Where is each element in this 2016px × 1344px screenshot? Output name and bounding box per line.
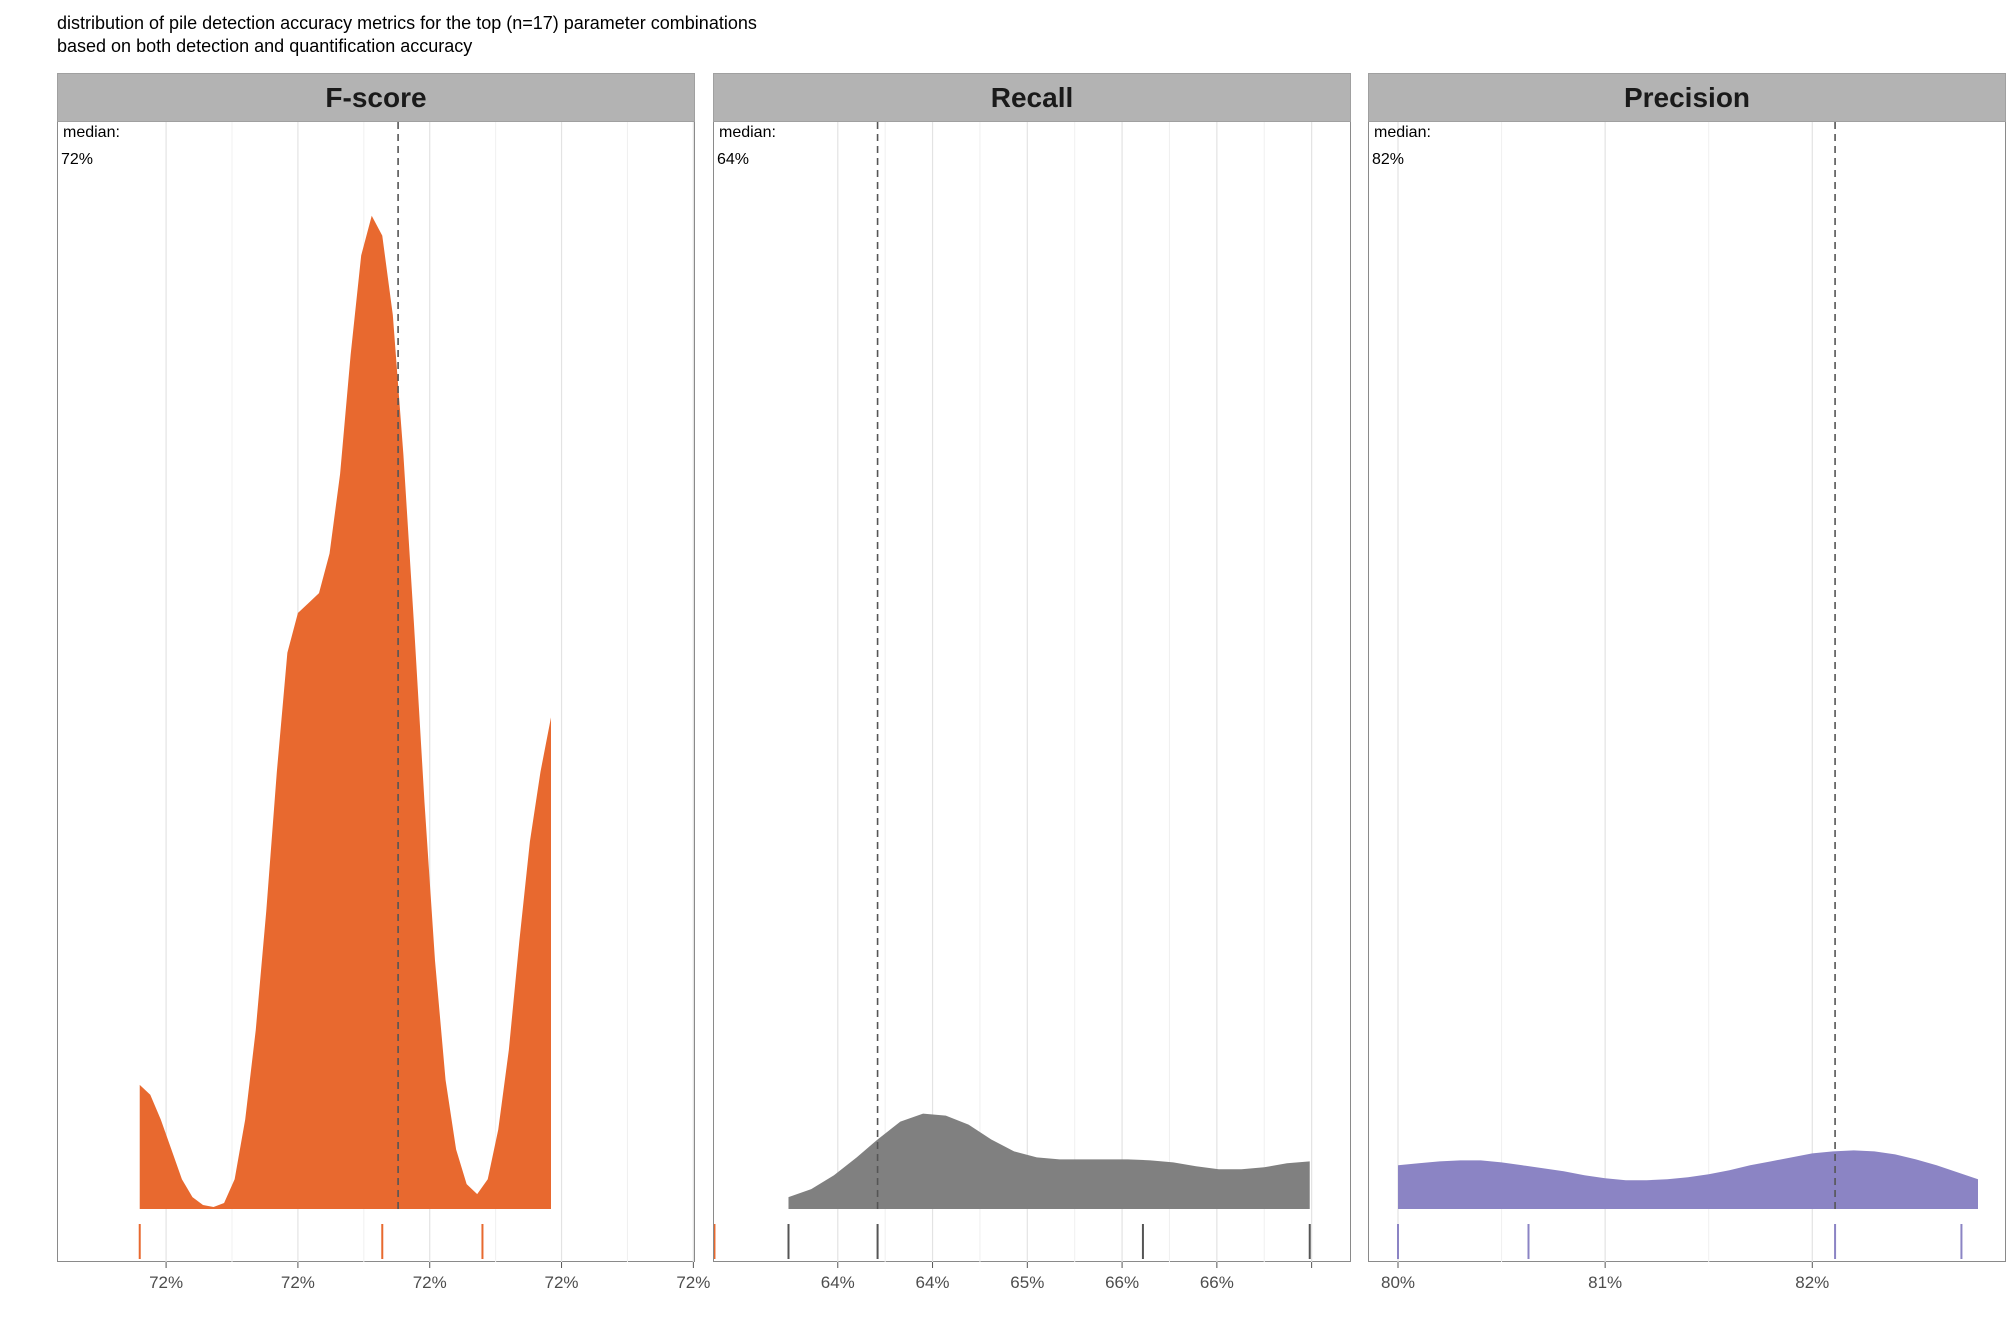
x-tick-label: 81%	[1588, 1273, 1622, 1292]
median-annotation-label: median:	[719, 124, 776, 141]
x-tick-label: 65%	[1010, 1273, 1044, 1292]
facet-strip: F-score	[57, 73, 695, 122]
x-tick-label: 72%	[149, 1273, 183, 1292]
x-tick-label: 66%	[1105, 1273, 1139, 1292]
facet-panel-precision: Precision 80% 81% 82% median: 82%	[1368, 73, 2008, 1292]
plot-area: 72% 72% 72% 72% 72% median: 72%	[57, 122, 716, 1292]
median-annotation-value: 82%	[1372, 151, 1405, 168]
x-tick-label: 82%	[1795, 1273, 1829, 1292]
x-tick-label: 80%	[1381, 1273, 1415, 1292]
x-tick-label: 72%	[676, 1273, 710, 1292]
facet-strip: Precision	[1368, 73, 2006, 122]
plot-area: 80% 81% 82% median: 82%	[1368, 122, 2006, 1292]
median-annotation-label: median:	[1374, 124, 1431, 141]
x-tick-label: 64%	[821, 1273, 855, 1292]
density-area	[1398, 1150, 1978, 1209]
facet-panel-recall: Recall 64% 64% 65% 66% 66% median: 64%	[713, 73, 1353, 1292]
chart-title-line2: based on both detection and quantificati…	[57, 36, 473, 56]
facet-title: Recall	[990, 81, 1074, 113]
x-tick-label: 64%	[916, 1273, 950, 1292]
density-plot: 64% 64% 65% 66% 66%	[787, 122, 1313, 1292]
facet-title: F-score	[325, 81, 427, 113]
median-annotation-label: median:	[63, 124, 120, 141]
median-annotation-value: 72%	[61, 151, 94, 168]
x-tick-label: 66%	[1200, 1273, 1234, 1292]
chart-title-line1: distribution of pile detection accuracy …	[57, 13, 757, 33]
density-area	[788, 1113, 1310, 1209]
density-plot: 80% 81% 82%	[1381, 122, 1978, 1292]
facet-panel-fscore: F-score 72% 72% 72% 72% 72% median: 72%	[57, 73, 716, 1292]
facet-strip: Recall	[713, 73, 1351, 122]
facet-title: Precision	[1623, 81, 1751, 113]
x-tick-label: 72%	[281, 1273, 315, 1292]
median-annotation-value: 64%	[717, 151, 750, 168]
density-plot: 72% 72% 72% 72% 72%	[138, 122, 716, 1292]
x-tick-label: 72%	[413, 1273, 447, 1292]
density-area	[139, 215, 551, 1210]
plot-area: 64% 64% 65% 66% 66% median: 64%	[713, 122, 1351, 1292]
x-tick-label: 72%	[545, 1273, 579, 1292]
